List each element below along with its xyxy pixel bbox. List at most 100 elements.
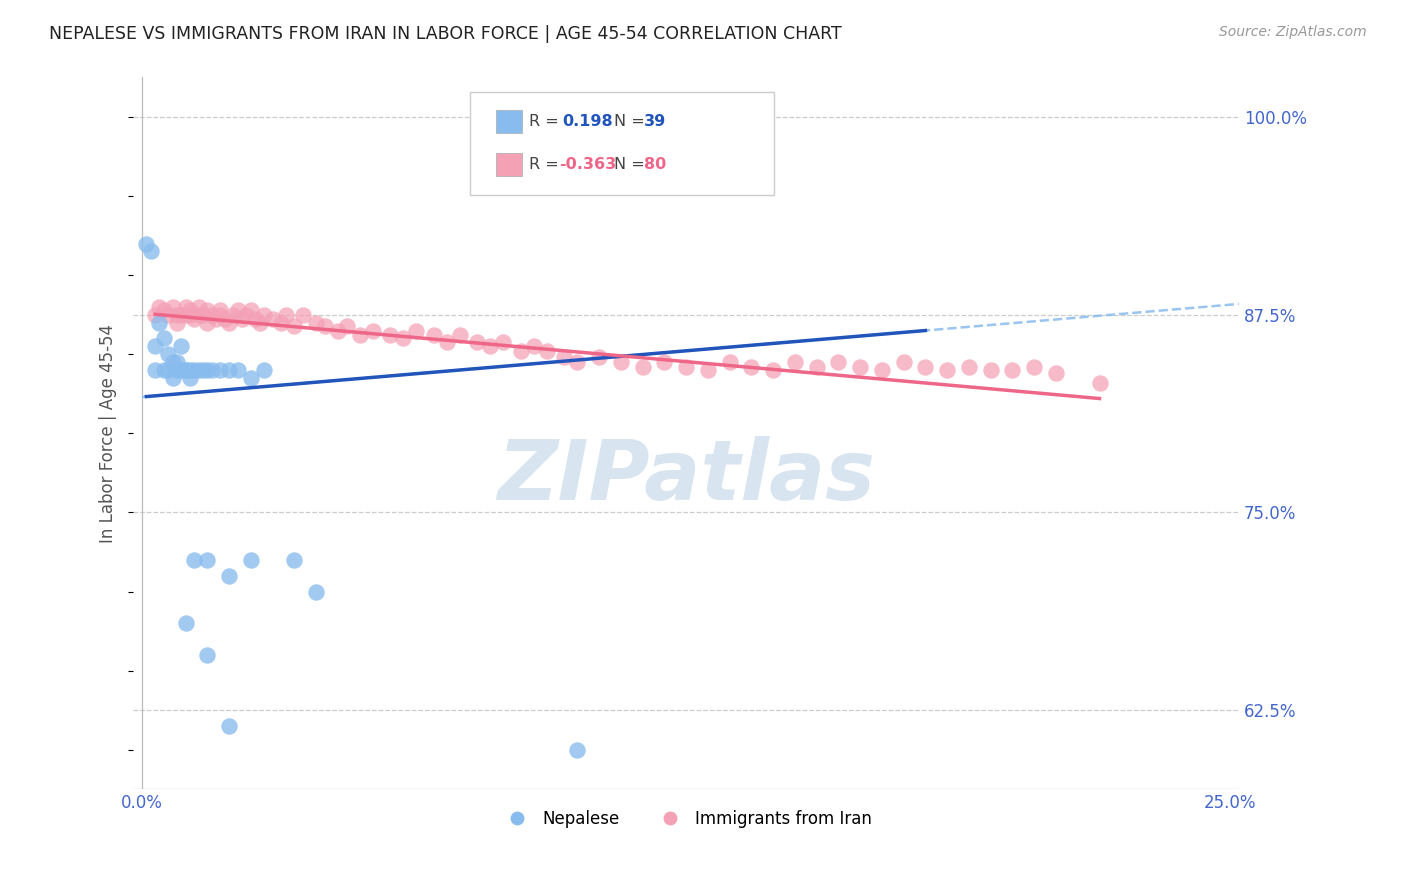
Text: ZIPatlas: ZIPatlas: [498, 435, 875, 516]
Point: [567, 355, 589, 369]
Point: [349, 328, 371, 343]
Point: [762, 363, 785, 377]
Point: [957, 359, 980, 374]
Point: [783, 355, 806, 369]
Point: [179, 371, 201, 385]
Point: [135, 236, 157, 251]
Point: [174, 363, 197, 377]
Point: [326, 324, 349, 338]
Point: [209, 363, 232, 377]
Point: [270, 316, 292, 330]
Point: [492, 334, 515, 349]
Point: [436, 334, 458, 349]
Point: [191, 308, 214, 322]
Point: [183, 312, 205, 326]
Point: [191, 363, 214, 377]
Text: 80: 80: [644, 157, 666, 172]
Point: [179, 308, 201, 322]
Point: [567, 742, 589, 756]
Point: [218, 719, 240, 733]
Point: [893, 355, 915, 369]
Point: [195, 302, 218, 317]
Point: [523, 339, 546, 353]
Point: [239, 371, 262, 385]
Point: [536, 344, 558, 359]
Bar: [496, 153, 523, 176]
Point: [139, 244, 162, 259]
Point: [187, 300, 209, 314]
Text: R =: R =: [529, 114, 558, 129]
Point: [336, 318, 359, 333]
Point: [157, 363, 180, 377]
Point: [740, 359, 762, 374]
Point: [849, 359, 872, 374]
Point: [162, 355, 184, 369]
Point: [361, 324, 384, 338]
Point: [249, 316, 271, 330]
Text: 0.198: 0.198: [562, 114, 613, 129]
Point: [209, 302, 232, 317]
Point: [187, 363, 209, 377]
Point: [1024, 359, 1046, 374]
Point: [292, 308, 315, 322]
Point: [631, 359, 654, 374]
Point: [143, 363, 166, 377]
Point: [253, 308, 276, 322]
Point: [509, 344, 531, 359]
Legend: Nepalese, Immigrants from Iran: Nepalese, Immigrants from Iran: [494, 803, 879, 834]
Point: [195, 363, 218, 377]
Point: [166, 316, 188, 330]
Point: [187, 308, 209, 322]
Point: [283, 553, 305, 567]
Point: [378, 328, 401, 343]
Point: [226, 302, 249, 317]
Point: [195, 648, 218, 662]
Point: [479, 339, 502, 353]
Point: [870, 363, 893, 377]
Point: [162, 371, 184, 385]
Point: [675, 359, 697, 374]
Point: [422, 328, 444, 343]
Point: [610, 355, 633, 369]
Point: [183, 553, 205, 567]
Point: [305, 584, 328, 599]
Point: [179, 302, 201, 317]
Point: [166, 308, 188, 322]
Point: [1088, 376, 1111, 390]
Point: [195, 316, 218, 330]
Point: [222, 308, 245, 322]
Point: [179, 363, 201, 377]
Point: [218, 568, 240, 582]
Point: [174, 300, 197, 314]
Text: NEPALESE VS IMMIGRANTS FROM IRAN IN LABOR FORCE | AGE 45-54 CORRELATION CHART: NEPALESE VS IMMIGRANTS FROM IRAN IN LABO…: [49, 25, 842, 43]
Point: [1045, 366, 1067, 380]
Point: [696, 363, 718, 377]
Point: [827, 355, 849, 369]
Point: [195, 553, 218, 567]
Point: [174, 616, 197, 631]
Point: [253, 363, 276, 377]
Point: [170, 339, 193, 353]
Text: R =: R =: [529, 157, 558, 172]
Point: [170, 363, 193, 377]
Point: [214, 312, 236, 326]
Point: [553, 351, 575, 365]
Point: [239, 553, 262, 567]
Point: [305, 316, 328, 330]
Point: [980, 363, 1002, 377]
Point: [157, 308, 180, 322]
Point: [1001, 363, 1024, 377]
Text: -0.363: -0.363: [560, 157, 616, 172]
Y-axis label: In Labor Force | Age 45-54: In Labor Force | Age 45-54: [100, 324, 117, 543]
Point: [148, 316, 170, 330]
Point: [174, 308, 197, 322]
Point: [718, 355, 741, 369]
Point: [245, 312, 267, 326]
Point: [392, 331, 415, 345]
Point: [274, 308, 297, 322]
Point: [209, 308, 232, 322]
Point: [314, 318, 336, 333]
Point: [465, 334, 488, 349]
Point: [588, 351, 610, 365]
Point: [157, 347, 180, 361]
